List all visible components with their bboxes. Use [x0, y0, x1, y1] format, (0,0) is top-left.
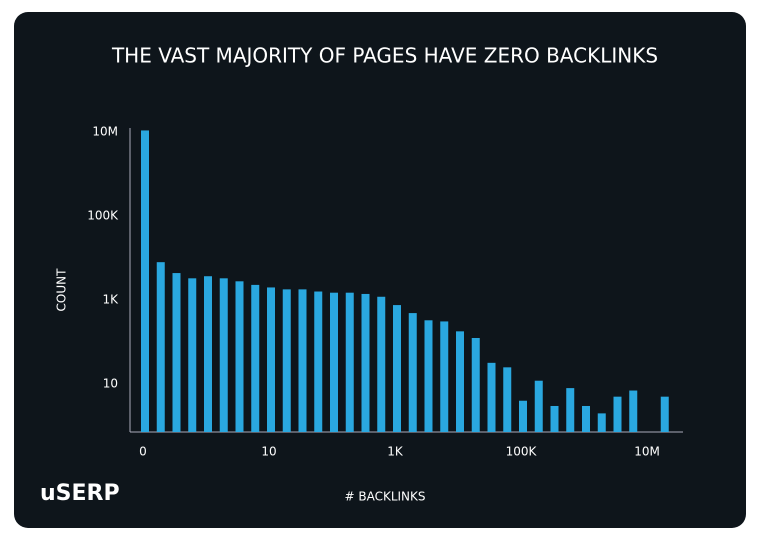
bar — [660, 396, 669, 432]
y-axis-label: COUNT — [55, 268, 69, 312]
bar — [298, 289, 307, 432]
y-tick-label: 10 — [103, 377, 118, 391]
bar — [613, 396, 622, 432]
bar — [235, 281, 244, 432]
x-tick-label: 1K — [387, 445, 404, 459]
bar — [377, 296, 386, 432]
card — [14, 12, 746, 528]
bar — [471, 337, 480, 432]
chart-title: THE VAST MAJORITY OF PAGES HAVE ZERO BAC… — [111, 44, 658, 68]
bar — [534, 380, 543, 432]
y-tick-label: 1K — [102, 293, 119, 307]
bar — [582, 405, 590, 432]
bar — [330, 292, 338, 432]
bar — [503, 367, 512, 432]
bar — [597, 413, 606, 432]
bar — [550, 405, 559, 432]
bar — [251, 284, 260, 432]
bar — [188, 278, 197, 432]
bar — [408, 313, 417, 432]
bar — [487, 362, 496, 432]
x-tick-label: 10 — [261, 445, 276, 459]
logo: uSERP — [40, 481, 120, 506]
x-tick-label: 0 — [139, 445, 147, 459]
bar — [267, 287, 275, 432]
y-tick-label: 10M — [92, 125, 118, 139]
bar — [204, 276, 212, 432]
x-axis-label: # BACKLINKS — [344, 490, 425, 504]
bar — [440, 321, 449, 432]
bar — [519, 400, 527, 432]
bar — [566, 388, 575, 432]
bar — [361, 293, 370, 432]
x-tick-label: 10M — [634, 445, 660, 459]
bar — [424, 320, 433, 432]
bar — [629, 390, 638, 432]
bar — [345, 292, 354, 432]
bar — [141, 130, 149, 432]
bar — [219, 278, 228, 432]
bar — [456, 331, 464, 432]
x-tick-label: 100K — [506, 445, 538, 459]
bar — [393, 305, 401, 432]
bar — [172, 273, 181, 432]
bar — [156, 262, 165, 432]
bar — [282, 289, 291, 432]
y-tick-label: 100K — [87, 209, 119, 223]
bar — [314, 291, 323, 432]
